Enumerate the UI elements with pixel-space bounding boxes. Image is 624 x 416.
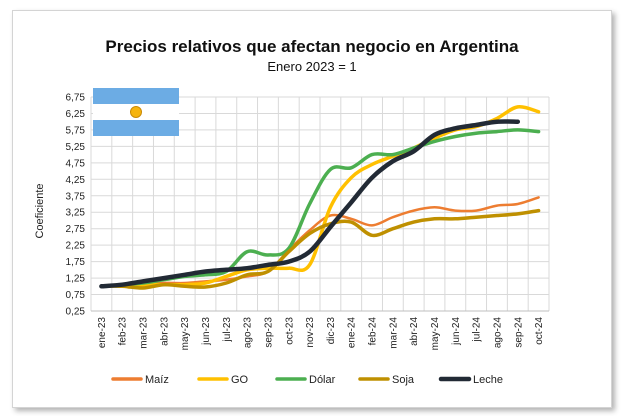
x-axis-ticks: ene-23 feb-23 mar-23 abr-23 may-23 jun-23 jul-…	[97, 317, 545, 351]
x-tick-label: may-24	[430, 317, 441, 351]
y-tick-label: 4,25	[66, 175, 86, 186]
legend: Maíz GO Dólar Soja Leche	[111, 374, 503, 386]
x-tick-label: jul-24	[472, 317, 483, 343]
x-tick-label: sep-23	[263, 317, 274, 348]
y-tick-label: 4,75	[66, 158, 86, 169]
y-tick-label: 1,25	[66, 274, 86, 285]
flag-stripe-bottom	[93, 120, 179, 136]
y-tick-label: 2,75	[66, 224, 86, 235]
x-tick-label: abr-23	[159, 317, 170, 346]
chart-title: Precios relativos que afectan negocio en…	[105, 37, 519, 56]
legend-label-soja: Soja	[392, 374, 415, 386]
y-tick-label: 3,75	[66, 191, 86, 202]
x-tick-label: oct-23	[284, 317, 295, 345]
x-tick-label: jun-23	[201, 317, 212, 346]
x-tick-label: oct-24	[534, 317, 545, 345]
y-tick-label: 6,25	[66, 109, 86, 120]
y-tick-label: 6,75	[66, 93, 86, 104]
y-tick-label: 0,75	[66, 290, 86, 301]
x-tick-label: abr-24	[409, 317, 420, 346]
x-tick-label: sep-24	[513, 317, 524, 348]
y-tick-label: 2,25	[66, 241, 86, 252]
flag-stripe-top	[93, 88, 179, 104]
y-axis-ticks: 0,25 0,75 1,25 1,75 2,25 2,75 3,25 3,75 4,25 4,75…	[66, 93, 86, 318]
argentina-flag	[93, 88, 179, 136]
y-tick-label: 1,75	[66, 257, 86, 268]
y-axis-label: Coeficiente	[34, 183, 46, 238]
legend-label-maíz: Maíz	[145, 374, 169, 386]
chart-subtitle: Enero 2023 = 1	[267, 59, 356, 74]
series-line-soja	[99, 208, 541, 290]
legend-label-dólar: Dólar	[309, 374, 336, 386]
x-tick-label: mar-24	[388, 317, 399, 349]
series-lines	[99, 105, 541, 290]
series-line-maíz	[100, 196, 540, 288]
x-tick-label: ene-24	[347, 317, 358, 349]
x-tick-label: feb-24	[368, 317, 379, 346]
chart-card: Precios relativos que afectan negocio en…	[12, 10, 612, 408]
y-tick-label: 5,75	[66, 125, 86, 136]
y-tick-label: 5,25	[66, 142, 86, 153]
legend-label-go: GO	[231, 374, 249, 386]
x-tick-label: mar-23	[139, 317, 150, 349]
x-tick-label: ago-24	[492, 317, 503, 349]
series-line-leche	[99, 119, 521, 289]
flag-sun-icon	[130, 106, 142, 118]
x-tick-label: feb-23	[118, 317, 129, 346]
x-tick-label: dic-23	[326, 317, 337, 345]
legend-label-leche: Leche	[473, 374, 503, 386]
x-tick-label: jun-24	[451, 317, 462, 346]
x-tick-label: nov-23	[305, 317, 316, 348]
x-tick-label: may-23	[180, 317, 191, 351]
chart: Precios relativos que afectan negocio en…	[34, 37, 550, 386]
x-tick-label: ago-23	[243, 317, 254, 349]
x-tick-label: jul-23	[222, 317, 233, 343]
y-tick-label: 3,25	[66, 208, 86, 219]
x-tick-label: ene-23	[97, 317, 108, 349]
y-tick-label: 0,25	[66, 307, 86, 318]
